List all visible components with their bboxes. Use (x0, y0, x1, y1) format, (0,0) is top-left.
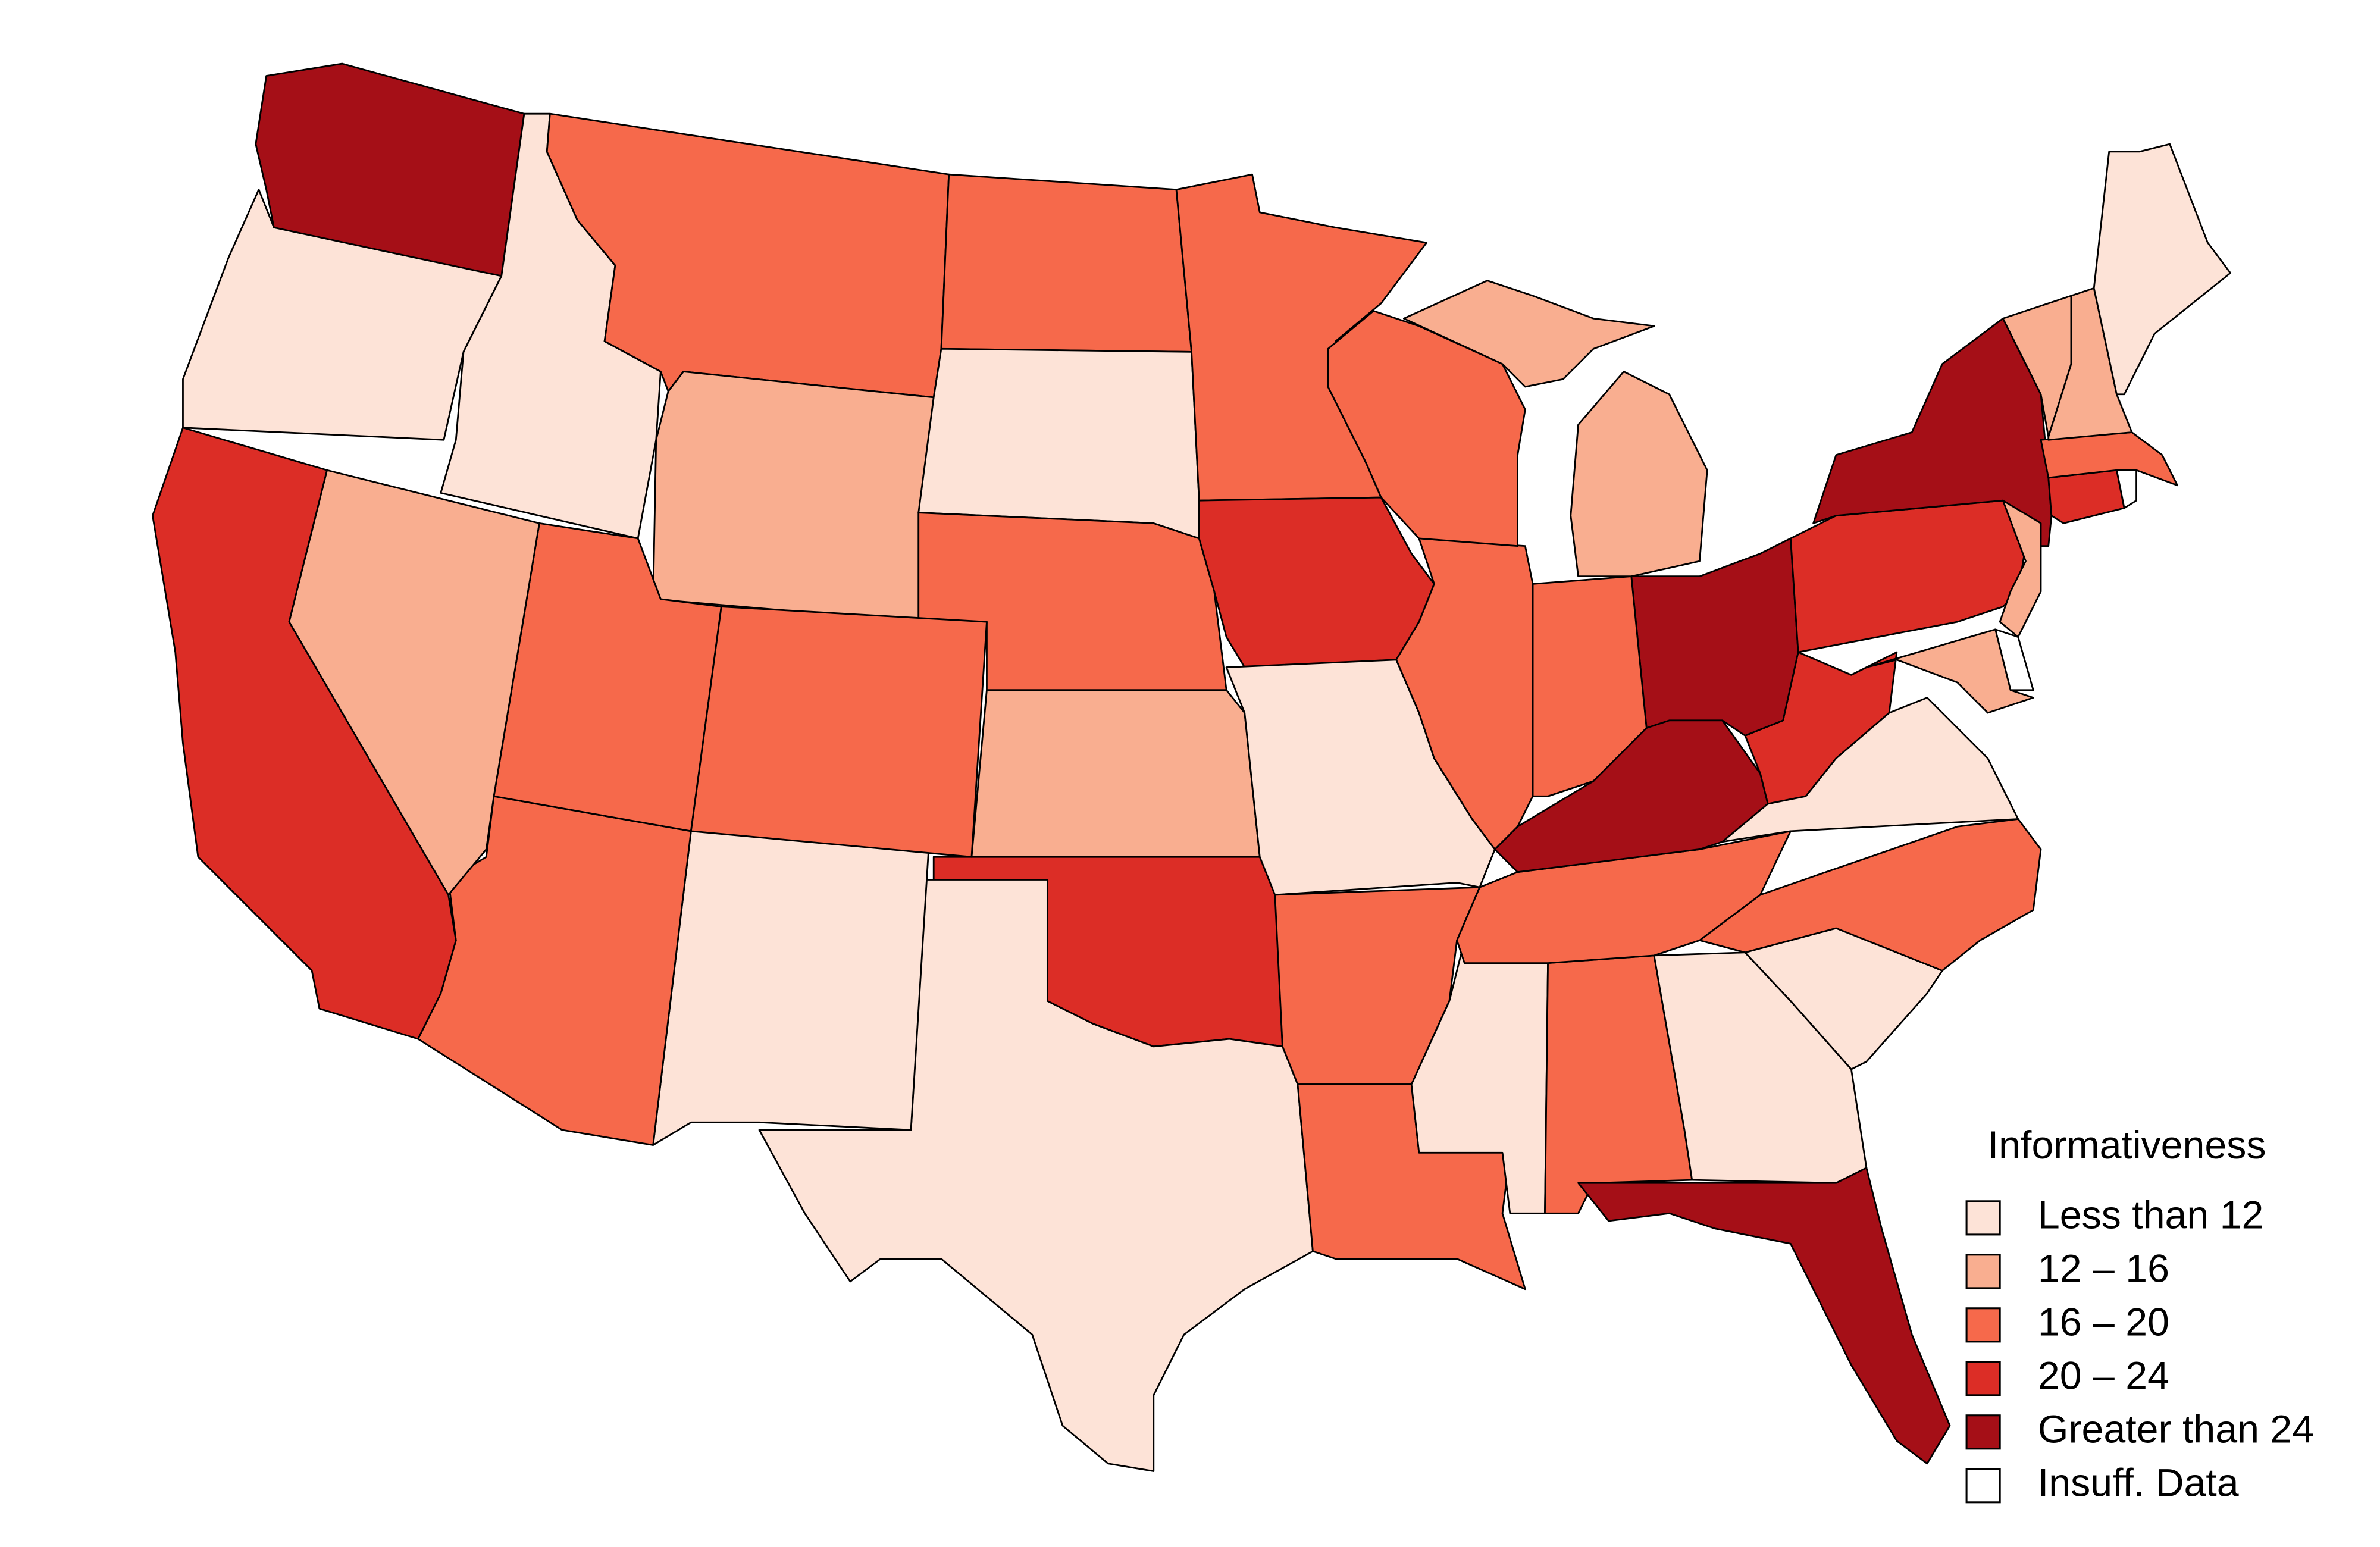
region (1721, 697, 2019, 843)
region (2047, 469, 2125, 524)
legend-label: 12 – 16 (2038, 1247, 2169, 1291)
region (1999, 499, 2042, 638)
region (1198, 496, 1435, 668)
states (152, 62, 2232, 1472)
region (652, 371, 935, 623)
region (1327, 310, 1526, 547)
region (940, 173, 1192, 353)
legend-label: 20 – 24 (2038, 1354, 2169, 1398)
legend-label: Greater than 24 (2038, 1407, 2314, 1451)
legend-label: Less than 12 (2038, 1193, 2263, 1237)
region (2040, 431, 2178, 487)
region (1577, 1167, 1951, 1465)
legend-label: Insuff. Data (2038, 1461, 2239, 1505)
legend-swatch (1965, 1468, 2001, 1504)
region (917, 347, 1200, 540)
region (1570, 371, 1708, 578)
legend-swatch (1965, 1361, 2001, 1396)
region (1403, 280, 1655, 388)
legend-swatch (1965, 1254, 2001, 1289)
region (970, 689, 1261, 858)
region (1699, 818, 2042, 972)
legend-title: Informativeness (1988, 1123, 2266, 1167)
legend-swatch (1965, 1414, 2001, 1450)
region (152, 427, 457, 1040)
legend-swatch (1965, 1200, 2001, 1236)
region (1865, 628, 2034, 714)
region (1493, 719, 1769, 873)
region (182, 189, 503, 441)
region (1395, 537, 1534, 850)
region (1630, 537, 1799, 737)
region (2093, 143, 2232, 396)
legend: Informativeness Less than 12 12 – 16 16 – … (1965, 1123, 2314, 1505)
region (652, 830, 930, 1146)
legend-swatch (1965, 1307, 2001, 1343)
legend-label: 16 – 20 (2038, 1300, 2169, 1344)
region (758, 879, 1314, 1472)
region (1790, 499, 2027, 653)
region (690, 606, 988, 858)
